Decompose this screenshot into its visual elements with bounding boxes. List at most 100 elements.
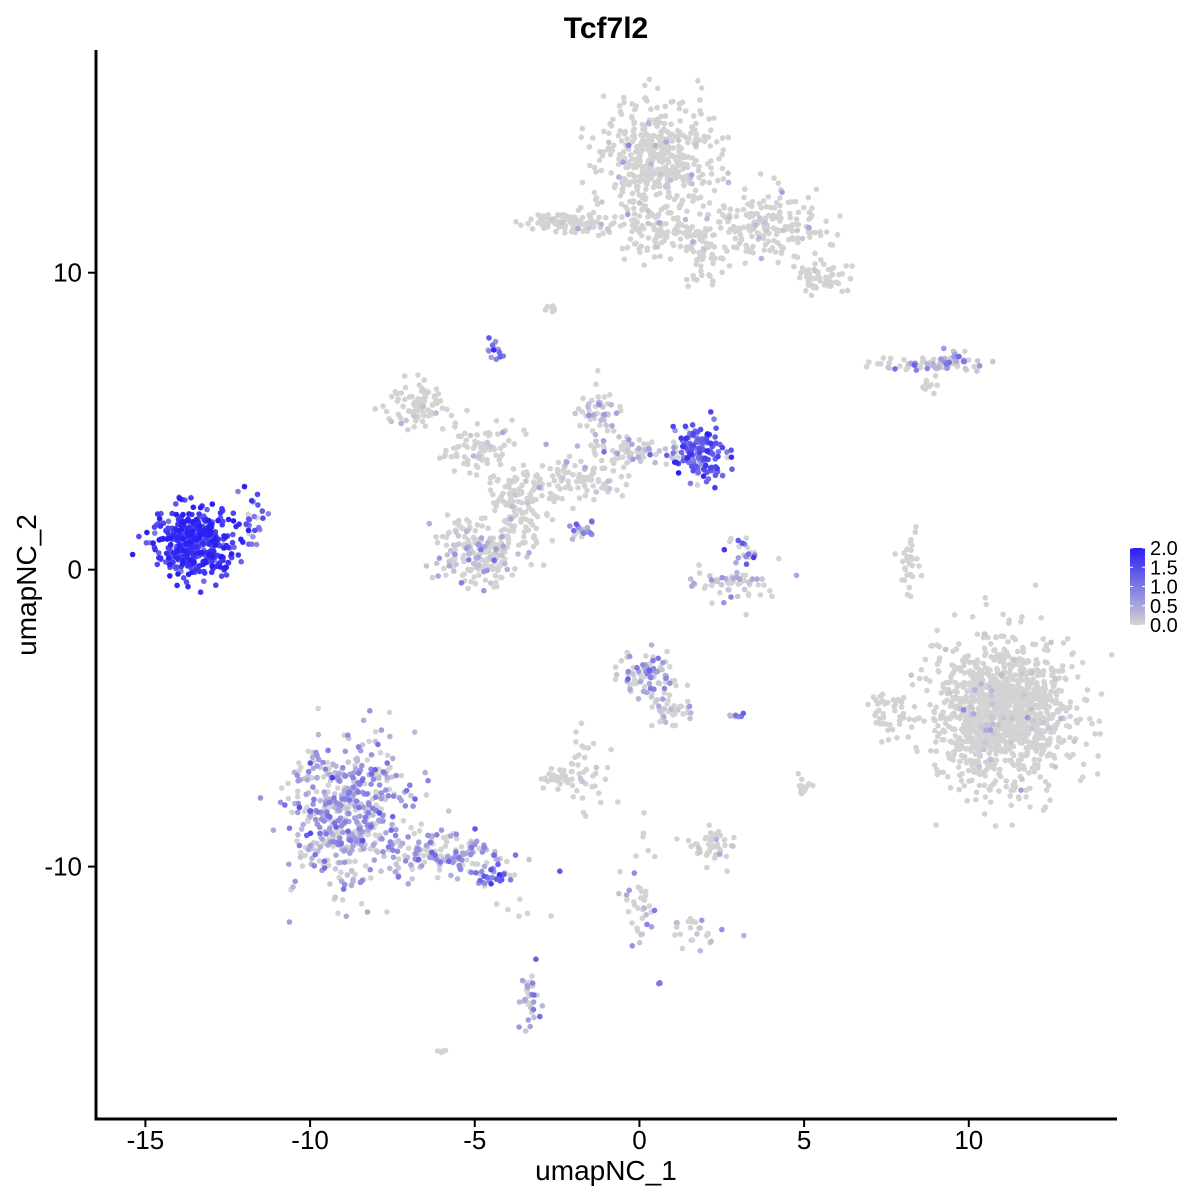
data-point [345, 732, 351, 738]
data-point [934, 771, 941, 778]
data-point [1023, 794, 1029, 800]
data-point [1014, 714, 1020, 721]
data-point [643, 689, 650, 696]
data-point [493, 452, 499, 459]
data-point [604, 764, 611, 771]
data-point [587, 529, 593, 536]
data-point [619, 454, 626, 461]
data-point [589, 222, 596, 228]
data-point [447, 547, 454, 554]
data-point [693, 141, 699, 148]
data-point [982, 739, 988, 745]
data-point [616, 156, 622, 162]
data-point [661, 126, 667, 132]
data-point [642, 893, 649, 899]
data-point [1049, 715, 1055, 721]
data-point [677, 243, 684, 250]
data-point [960, 707, 967, 713]
data-point [900, 694, 907, 701]
data-point [581, 754, 588, 761]
data-point [616, 152, 623, 158]
data-point [952, 679, 958, 686]
data-point [1031, 756, 1038, 763]
data-point [422, 388, 429, 394]
data-point [637, 225, 644, 232]
data-point [629, 138, 636, 145]
data-point [167, 535, 174, 541]
data-point [372, 832, 379, 838]
data-point [639, 206, 646, 213]
data-point [368, 781, 374, 787]
data-point [763, 204, 770, 210]
data-point [793, 221, 800, 228]
data-point [173, 564, 180, 570]
data-point [336, 778, 343, 784]
data-point [437, 847, 444, 853]
data-point [697, 849, 703, 856]
data-point [802, 786, 809, 792]
data-point [365, 809, 372, 816]
data-point [434, 874, 441, 881]
data-point [708, 938, 714, 945]
data-point [705, 134, 712, 140]
data-point [908, 554, 914, 560]
data-point [839, 271, 845, 277]
data-point [663, 461, 670, 467]
data-point [491, 347, 497, 353]
data-point [286, 919, 293, 925]
data-point [962, 745, 969, 752]
data-point [257, 795, 264, 801]
data-point [918, 572, 925, 579]
data-point [402, 803, 409, 809]
data-point [579, 214, 586, 221]
data-point [330, 761, 337, 768]
data-point [672, 133, 678, 140]
data-point [553, 228, 559, 235]
data-point [635, 454, 642, 460]
data-point [606, 485, 613, 492]
data-point [688, 710, 694, 716]
data-point [670, 423, 676, 430]
data-point [644, 247, 650, 253]
data-point [667, 256, 674, 262]
data-point [603, 422, 609, 429]
data-point [1035, 704, 1041, 711]
data-point [685, 139, 691, 146]
data-point [952, 704, 958, 710]
data-point [1021, 692, 1027, 698]
data-point [360, 846, 367, 852]
data-point [837, 213, 843, 219]
data-point [584, 487, 590, 494]
data-point [470, 453, 477, 459]
data-point [350, 770, 357, 776]
data-point [316, 824, 323, 831]
data-point [731, 244, 737, 250]
data-point [623, 892, 630, 898]
data-point [221, 545, 227, 551]
data-point [564, 459, 570, 465]
data-point [984, 692, 990, 699]
data-point [654, 697, 660, 703]
data-point [528, 495, 535, 502]
data-point [880, 355, 887, 361]
data-point [736, 576, 743, 582]
data-point [924, 361, 930, 367]
data-point [968, 694, 974, 700]
data-point [830, 264, 837, 271]
data-point [914, 748, 920, 755]
data-point [707, 143, 714, 149]
data-point [411, 413, 418, 419]
data-point [451, 854, 458, 861]
data-point [488, 881, 494, 887]
data-point [984, 670, 990, 677]
data-point [198, 532, 204, 538]
data-point [1020, 644, 1026, 651]
data-point [539, 217, 546, 223]
data-point [985, 666, 992, 672]
data-point [507, 495, 514, 501]
data-point [793, 216, 800, 222]
data-point [682, 423, 689, 430]
data-point [353, 798, 360, 804]
data-point [270, 827, 277, 833]
data-point [623, 481, 630, 488]
